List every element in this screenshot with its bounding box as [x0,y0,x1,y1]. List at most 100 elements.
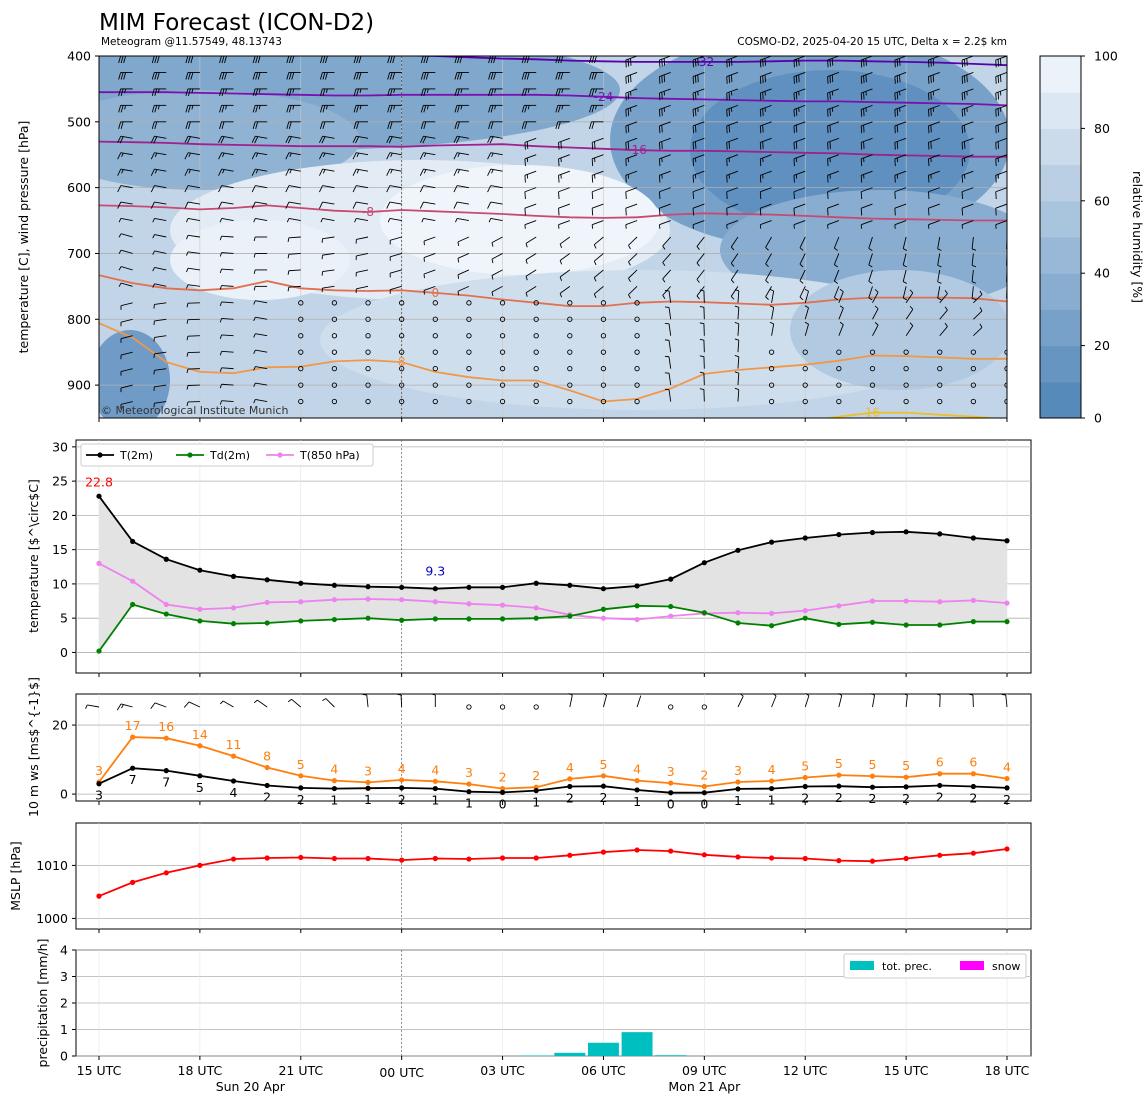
barb-staff [255,152,268,156]
barb-feather [860,109,863,117]
barb-staff [99,152,100,156]
barb-staff [861,88,873,94]
barb-half-feather [765,296,769,300]
upper-wind-barb [692,154,705,167]
upper-wind-barb-calm [533,398,539,405]
upper-wind-barb [894,137,907,150]
barb-half-feather [699,322,705,325]
barb-staff [726,104,739,110]
barb-staff [288,218,301,221]
wind-mean-point [802,783,808,790]
barb-half-feather [837,693,842,696]
barb-half-feather [85,265,87,269]
barb-staff [491,253,503,260]
day-label: Mon 21 Apr [668,1079,741,1094]
upper-wind-barb [319,121,335,129]
upper-wind-barb [730,286,739,300]
wind-mean-point [365,785,371,791]
upper-wind-barb [658,137,671,150]
barb-staff [99,201,100,205]
upper-wind-barb [287,269,301,275]
upper-wind-barb [995,220,1007,229]
barb-feather [118,121,122,129]
upper-wind-barb [253,218,268,223]
barb-staff [827,121,840,127]
barb-half-feather [558,224,560,229]
barb-feather [658,191,661,200]
barb-staff [221,400,234,402]
barb-half-feather [831,107,834,112]
upper-wind-barb [454,104,469,113]
barb-half-feather [457,258,460,263]
barb-staff [592,137,604,143]
barb-feather [318,185,323,193]
barb-feather [117,201,122,209]
barb-feather [591,208,594,216]
barb-feather [453,152,458,160]
barb-half-feather [762,157,764,163]
t2m-point [567,582,573,588]
barb-staff [221,317,234,320]
barb-feather [150,201,155,209]
barb-half-feather [253,286,256,291]
barb-half-feather [421,218,424,223]
wind-gust-point [634,778,640,784]
barb-half-feather [321,255,323,260]
barb-half-feather [909,322,914,327]
barb-half-feather [287,237,290,242]
barb-feather [961,142,964,150]
barb-staff [1006,327,1007,337]
barb-feather [352,168,357,176]
barb-half-feather [118,233,122,238]
upper-wind-barb [218,168,234,176]
barb-feather [150,702,156,710]
barb-feather [557,88,561,97]
td2m-point [735,620,741,626]
barb-half-feather [526,157,529,163]
barb-staff [799,286,806,298]
barb-staff [625,170,638,176]
upper-wind-barb [589,88,604,97]
barb-staff [696,253,705,264]
upper-wind-barb-calm [634,300,640,306]
wind-mean-label: 5 [196,780,204,795]
upper-wind-barb [734,354,740,369]
upper-wind-barb [318,185,335,193]
upper-wind-barb [860,88,873,101]
upper-wind-barb-calm [466,365,472,372]
barb-staff [257,699,268,708]
barb-half-feather [120,355,122,360]
barb-half-feather [219,301,222,307]
barb-half-feather [524,224,526,229]
barb-half-feather [120,371,122,376]
barb-feather [589,121,592,129]
barb-staff [760,137,772,143]
mslp-point [399,857,405,863]
upper-wind-barb [759,137,772,150]
barb-staff [154,218,167,221]
barb-staff [559,285,571,294]
mslp-point [903,855,909,862]
upper-air-ylabel: temperature [C], wind pressure [hPa] [16,121,31,354]
barb-feather [997,141,1000,149]
barb-staff [799,253,806,265]
barb-feather [625,191,627,200]
barb-feather [692,76,695,84]
upper-wind-barb [692,220,705,229]
barb-feather [963,125,966,133]
barb-feather [386,185,391,193]
upper-wind-barb-calm [399,333,405,339]
upper-wind-barb [591,220,604,229]
barb-staff [628,286,638,296]
wind-gust-label: 3 [734,763,742,778]
colorbar-tick-label: 40 [1094,266,1110,281]
barb-half-feather [699,355,705,358]
upper-wind-barb [253,333,268,338]
legend-label: T(850 hPa) [299,449,360,462]
barb-staff [726,72,739,77]
upper-wind-barb-calm [466,300,472,306]
wind-mean-point [331,785,338,792]
barb-staff [1006,295,1007,304]
upper-wind-barb [894,72,907,84]
